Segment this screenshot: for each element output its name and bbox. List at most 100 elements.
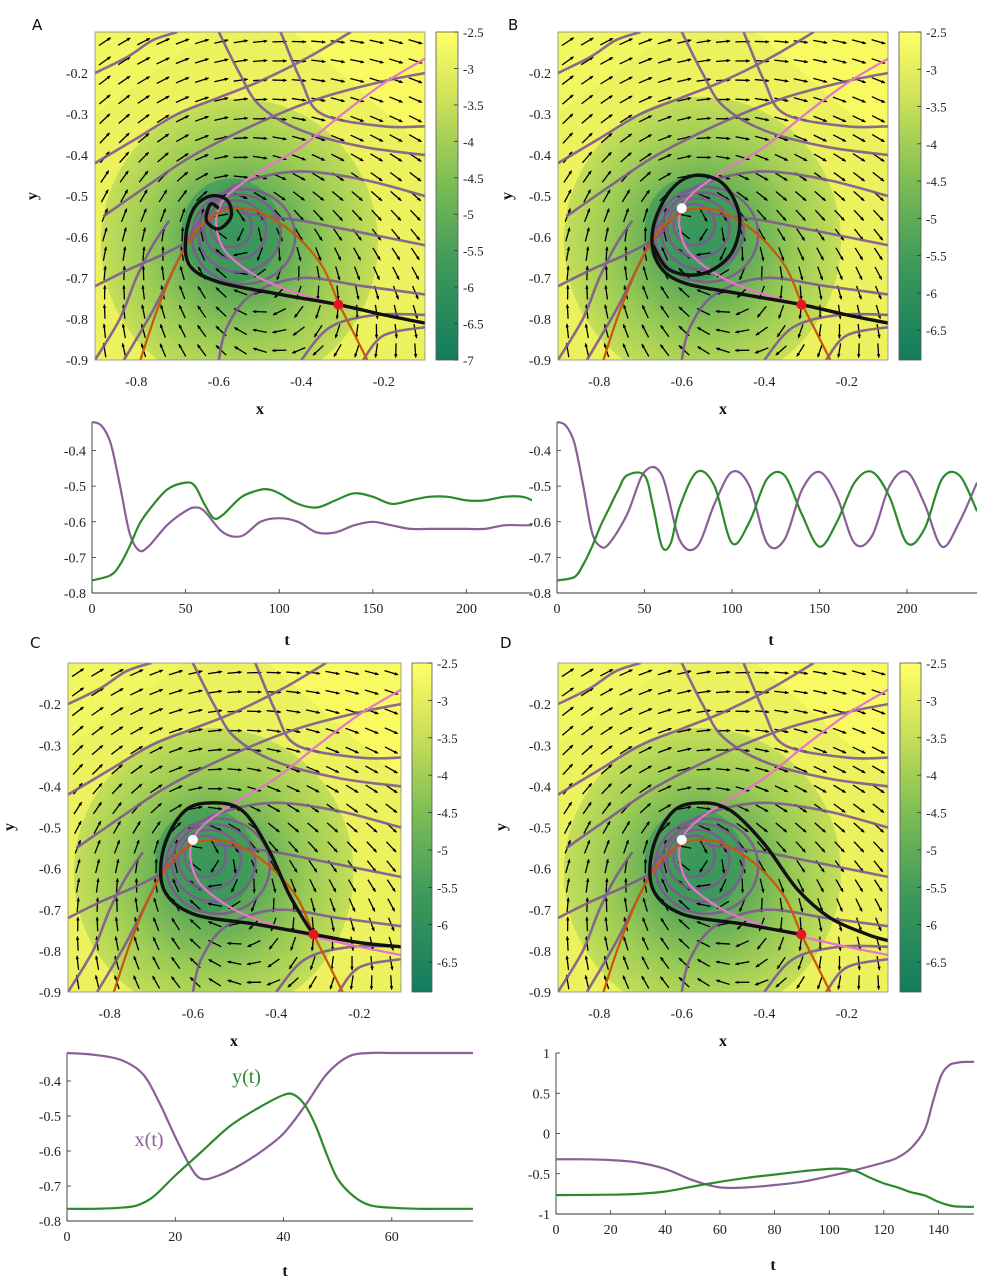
vector-arrow bbox=[408, 115, 423, 123]
y-tick-label: -0.6 bbox=[529, 863, 551, 878]
colorbar-tick-label: -3.5 bbox=[926, 731, 947, 746]
vector-arrow bbox=[389, 955, 394, 971]
vector-arrow bbox=[118, 94, 131, 105]
vector-arrow bbox=[604, 265, 609, 281]
vector-arrow bbox=[111, 764, 123, 775]
vector-arrow bbox=[311, 917, 315, 933]
flow-line bbox=[763, 312, 888, 360]
colorbar-tick-label: -4.5 bbox=[437, 806, 458, 821]
y-tick-label: -0.4 bbox=[529, 445, 551, 460]
vector-arrow bbox=[329, 975, 336, 990]
vector-arrow bbox=[621, 820, 631, 834]
vector-arrow bbox=[853, 822, 865, 833]
vector-arrow bbox=[207, 670, 223, 675]
vector-arrow bbox=[759, 878, 765, 894]
vector-arrow bbox=[657, 115, 673, 122]
vector-arrow bbox=[715, 979, 730, 986]
vector-arrow bbox=[287, 822, 300, 833]
vector-arrow bbox=[294, 228, 303, 242]
flow-line bbox=[558, 32, 641, 75]
vector-arrow bbox=[754, 116, 770, 122]
vector-arrow bbox=[774, 153, 789, 161]
vector-arrow bbox=[677, 39, 692, 44]
vector-arrow bbox=[385, 803, 398, 813]
vector-arrow bbox=[336, 285, 340, 301]
x-tick-label: 0 bbox=[89, 602, 96, 617]
flow-line bbox=[585, 801, 888, 992]
vector-arrow bbox=[233, 289, 248, 296]
vector-arrow bbox=[813, 670, 828, 675]
focus-point bbox=[187, 834, 198, 845]
vector-arrow bbox=[678, 918, 690, 930]
colorbar-tick-label: -3.5 bbox=[926, 100, 947, 115]
vector-arrow bbox=[73, 820, 82, 835]
flow-line bbox=[565, 702, 888, 850]
vector-arrow bbox=[873, 860, 884, 873]
vector-arrow bbox=[325, 670, 341, 675]
vector-arrow bbox=[367, 898, 376, 912]
vector-arrow bbox=[208, 958, 222, 968]
colorbar-tick-label: -6.5 bbox=[926, 323, 947, 338]
vector-arrow bbox=[756, 305, 767, 318]
vector-arrow bbox=[277, 246, 282, 262]
y-tick-label: -0.4 bbox=[39, 780, 61, 795]
x-tick-label: -0.4 bbox=[753, 375, 775, 390]
flow-line bbox=[680, 663, 888, 788]
vector-arrow bbox=[345, 727, 360, 734]
vector-arrow bbox=[247, 729, 262, 733]
vector-arrow bbox=[619, 114, 633, 124]
vector-arrow bbox=[735, 308, 750, 316]
vector-arrow bbox=[602, 820, 611, 834]
x-tick-label: 0 bbox=[554, 602, 561, 617]
vector-arrow bbox=[207, 728, 223, 733]
vector-arrow bbox=[409, 153, 422, 162]
vector-arrow bbox=[266, 766, 282, 773]
vector-arrow bbox=[178, 324, 187, 338]
vector-arrow bbox=[91, 706, 104, 716]
vector-arrow bbox=[102, 303, 107, 319]
y-tick-label: -0.6 bbox=[66, 231, 88, 246]
vector-arrow bbox=[834, 209, 845, 222]
vector-arrow bbox=[388, 58, 404, 64]
x-tick-label: 20 bbox=[168, 1230, 182, 1245]
vector-arrow bbox=[73, 801, 83, 815]
vector-arrow bbox=[640, 189, 650, 203]
vector-arrow bbox=[736, 822, 749, 833]
vector-arrow bbox=[130, 764, 143, 775]
vector-arrow bbox=[774, 785, 789, 793]
vector-arrow bbox=[157, 152, 169, 163]
vector-arrow bbox=[129, 669, 144, 677]
vector-arrow bbox=[350, 39, 365, 44]
x-tick-label: -0.4 bbox=[290, 375, 312, 390]
vector-arrow bbox=[267, 958, 280, 968]
vector-arrow bbox=[226, 941, 242, 946]
flow-line bbox=[666, 197, 731, 259]
vector-arrow bbox=[188, 670, 203, 675]
vector-arrow bbox=[296, 246, 302, 262]
vector-arrow bbox=[657, 670, 673, 676]
vector-arrow bbox=[266, 710, 282, 714]
vector-arrow bbox=[872, 152, 885, 162]
vector-arrow bbox=[292, 172, 306, 181]
vector-arrow bbox=[776, 841, 787, 853]
vector-arrow bbox=[581, 744, 594, 756]
vector-arrow bbox=[619, 745, 633, 755]
vector-arrow bbox=[353, 247, 362, 261]
vector-arrow bbox=[816, 247, 824, 261]
vector-arrow bbox=[330, 40, 346, 44]
vector-arrow bbox=[793, 40, 809, 44]
colorbar-tick-label: -4 bbox=[926, 768, 937, 783]
vector-arrow bbox=[604, 916, 609, 932]
vector-arrow bbox=[384, 727, 399, 735]
colorbar-tick-label: -2.5 bbox=[463, 25, 484, 40]
flow-line bbox=[558, 847, 675, 920]
vector-arrow bbox=[834, 841, 845, 853]
vector-arrow bbox=[390, 190, 402, 202]
vector-arrow bbox=[677, 728, 692, 733]
vector-arrow bbox=[775, 345, 787, 356]
vector-arrow bbox=[75, 877, 81, 893]
vector-arrow bbox=[873, 879, 883, 893]
vector-arrow bbox=[156, 133, 170, 143]
colorbar-tick-label: -3.5 bbox=[437, 731, 458, 746]
vector-arrow bbox=[623, 839, 629, 854]
